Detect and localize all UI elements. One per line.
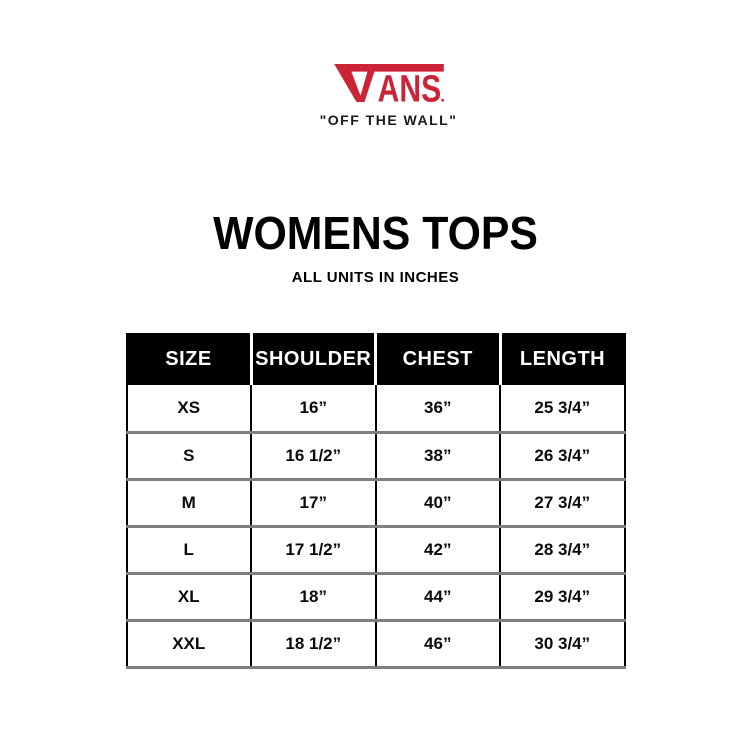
vans-logo-v-flag — [333, 64, 444, 102]
measurement-cell: 25 3/4” — [499, 385, 625, 432]
measurement-cell: 16” — [250, 385, 376, 432]
brand-tagline: "OFF THE WALL" — [319, 112, 458, 128]
table-row: S 16 1/2” 38” 26 3/4” — [126, 430, 625, 479]
units-note: ALL UNITS IN INCHES — [291, 269, 460, 286]
column-header-size: SIZE — [126, 333, 251, 385]
table-row: L 17 1/2” 42” 28 3/4” — [126, 524, 625, 573]
brand-block: ANS "OFF THE WALL" — [13, 0, 751, 128]
size-cell: XL — [126, 571, 251, 620]
size-cell: XXL — [126, 618, 251, 669]
size-cell: S — [126, 430, 251, 479]
column-header-shoulder: SHOULDER — [249, 333, 376, 385]
measurement-cell: 17” — [250, 477, 376, 526]
measurement-cell: 29 3/4” — [499, 571, 625, 620]
measurement-cell: 18 1/2” — [250, 618, 376, 669]
size-chart-header: SIZE SHOULDER CHEST LENGTH — [126, 333, 625, 385]
measurement-cell: 26 3/4” — [499, 430, 625, 479]
table-row: M 17” 40” 27 3/4” — [126, 477, 625, 526]
measurement-cell: 40” — [374, 477, 500, 526]
measurement-cell: 28 3/4” — [499, 524, 625, 573]
table-row: XXL 18 1/2” 46” 30 3/4” — [126, 618, 625, 669]
column-header-length: LENGTH — [498, 333, 625, 385]
measurement-cell: 38” — [374, 430, 500, 479]
size-chart-table: SIZE SHOULDER CHEST LENGTH XS 16” 36” 25 3/4” S… — [125, 333, 626, 669]
table-row: XL 18” 44” 29 3/4” — [126, 571, 625, 620]
vans-logo-icon: ANS — [333, 64, 444, 102]
column-header-chest: CHEST — [374, 333, 500, 385]
size-cell: XS — [177, 397, 201, 417]
measurement-cell: 36” — [374, 385, 500, 432]
size-cell: L — [126, 524, 251, 573]
header-row: SIZE SHOULDER CHEST LENGTH — [126, 333, 625, 385]
measurement-cell: 18” — [250, 571, 376, 620]
measurement-cell: 27 3/4” — [499, 477, 625, 526]
measurement-cell: 16 1/2” — [250, 430, 376, 479]
measurement-cell: 44” — [374, 571, 500, 620]
measurement-cell: 42” — [374, 524, 500, 573]
measurement-cell: 46” — [374, 618, 500, 669]
measurement-cell: 30 3/4” — [499, 618, 625, 669]
size-chart-body: XS 16” 36” 25 3/4” S 16 1/2” 38” 26 3/4” M 17” 40”… — [126, 385, 625, 669]
registered-trademark-icon — [440, 98, 444, 102]
size-cell: M — [126, 477, 251, 526]
measurement-cell: 17 1/2” — [250, 524, 376, 573]
page-title: WOMENS TOPS — [213, 207, 538, 259]
table-row: XS 16” 36” 25 3/4” — [127, 385, 625, 432]
vans-logo-letters: ANS — [377, 68, 441, 102]
